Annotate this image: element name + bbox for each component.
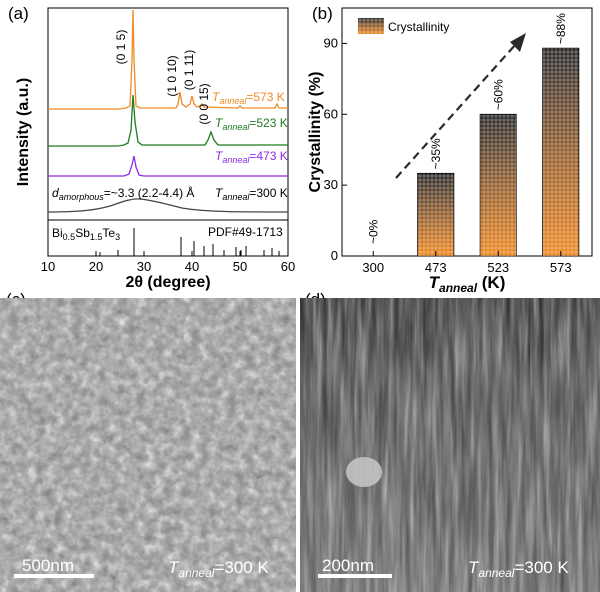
xrd-plot: Intensity (a.u.) 2θ (degree) 10 20 30 40… (15, 7, 295, 291)
anneal-value: =300 K (214, 558, 269, 577)
sem-texture-d (300, 298, 600, 592)
anneal-sub: anneal (178, 566, 215, 581)
xrd-xtick: 20 (89, 259, 103, 274)
chart-frame (341, 7, 593, 257)
x-tick-label: 300 (362, 260, 384, 275)
crystallinity-chart: Crystallinity (%) Tanneal (K) Crystallin… (307, 7, 593, 292)
d-amorphous-label: damorphous=~3.3 (2.2-4.4) Å (52, 185, 194, 202)
xrd-reference-sticks (99, 228, 280, 256)
trace-label-523: Tanneal=523 K (215, 116, 288, 132)
y-tick-label: 30 (324, 177, 338, 192)
legend-swatch-grid (358, 18, 384, 34)
xrd-trace-473 (48, 155, 288, 177)
scale-bar (14, 574, 94, 578)
anneal-t: T (468, 558, 479, 577)
trace-label-300: Tanneal=300 K (215, 186, 288, 202)
peak-label-0015: (0 0 15) (197, 83, 211, 124)
ref-pdf: PDF#49-1713 (208, 225, 283, 239)
sem-texture-c (0, 298, 296, 592)
bar-grid-473 (417, 173, 454, 256)
trend-arrowhead (510, 33, 526, 52)
scale-bar-label: 200nm (322, 556, 374, 575)
sem-image-top-view: 500nm Tanneal=300 K (0, 298, 296, 592)
trace-label-473: Tanneal=473 K (215, 149, 288, 165)
anneal-t: T (168, 558, 179, 577)
data-label: ~0% (366, 219, 380, 244)
scale-bar-label: 500nm (22, 556, 74, 575)
y-tick-label: 0 (331, 248, 338, 263)
xrd-xtick: 40 (185, 259, 199, 274)
bar-grid-523 (480, 114, 517, 257)
legend-label: Crystallinity (388, 20, 449, 34)
trend-arrow (395, 43, 517, 179)
x-tick-label: 573 (550, 260, 572, 275)
xrd-trace-523 (48, 94, 288, 147)
data-label: ~60% (491, 79, 505, 110)
peak-label-015: (0 1 5) (114, 30, 128, 65)
anneal-sub: anneal (478, 566, 515, 581)
y-tick-label: 90 (324, 35, 338, 50)
xrd-xtick: 60 (281, 259, 295, 274)
ref-formula: Bi0.5Sb1.5Te3 (52, 226, 120, 242)
xrd-xtick: 10 (41, 259, 55, 274)
xrd-xtick: 30 (137, 259, 151, 274)
xrd-trace-300 (47, 198, 289, 213)
sem-anneal-label: Tanneal=300 K (168, 558, 269, 581)
x-tick-label: 523 (487, 260, 509, 275)
xrd-ylabel: Intensity (a.u.) (15, 78, 32, 186)
peak-label-0111: (0 1 11) (182, 50, 196, 90)
chart-ylabel: Crystallinity (%) (307, 72, 324, 193)
xrd-xlabel: 2θ (degree) (125, 274, 210, 291)
panel-a-label: (a) (8, 4, 29, 23)
y-tick-label: 60 (324, 106, 338, 121)
xrd-xticks: 10 20 30 40 50 60 (41, 251, 295, 274)
xrd-xtick: 50 (233, 259, 247, 274)
data-label: ~88% (554, 13, 568, 44)
data-label: ~35% (429, 138, 443, 169)
chart-xlabel: Tanneal (K) (429, 273, 506, 292)
xrd-trace-573 (48, 9, 288, 110)
anneal-value: =300 K (514, 558, 569, 577)
sem-image-cross-section: 200nm Tanneal=300 K (300, 298, 600, 592)
bar-grid-573 (542, 48, 579, 257)
peak-label-1010: (1 0 10) (165, 55, 179, 96)
sem-particle (346, 457, 382, 487)
sem-anneal-label: Tanneal=300 K (468, 558, 569, 581)
trace-label-573: Tanneal=573 K (212, 90, 285, 106)
scale-bar (318, 574, 392, 578)
panel-b-label: (b) (312, 4, 333, 23)
x-tick-label: 473 (425, 260, 447, 275)
xrd-frame (47, 7, 289, 257)
